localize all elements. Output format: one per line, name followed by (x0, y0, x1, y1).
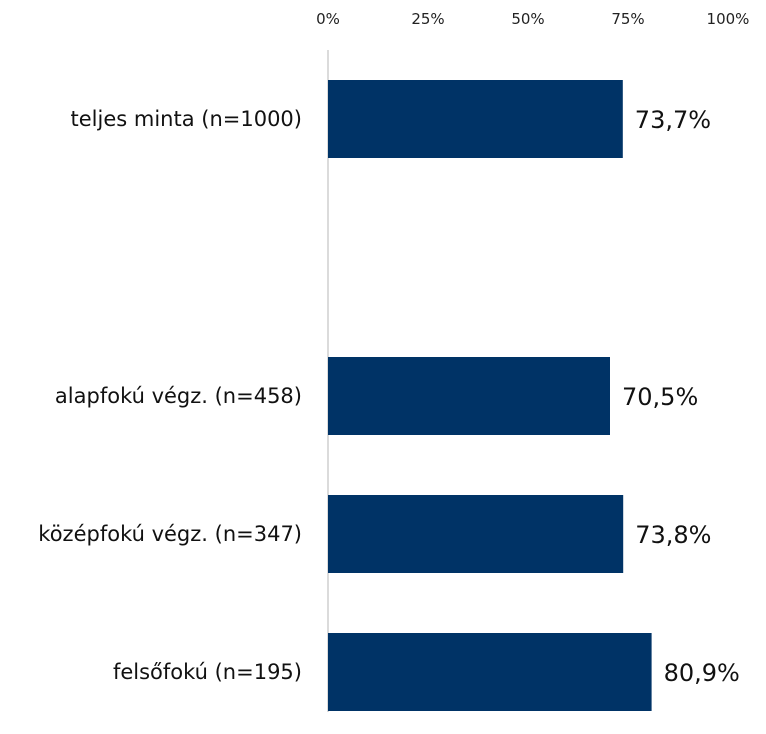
category-labels: teljes minta (n=1000) alapfokú végz. (n=4… (38, 107, 302, 684)
bar (328, 495, 624, 573)
category-label: alapfokú végz. (n=458) (55, 384, 302, 408)
x-tick-label: 100% (707, 10, 750, 28)
x-tick-label: 50% (511, 10, 544, 28)
bars (328, 80, 652, 711)
value-labels: 73,7% 70,5% 73,8% 80,9% (622, 106, 740, 687)
x-tick-label: 0% (316, 10, 340, 28)
x-axis-ticks: 0% 25% 50% 75% 100% (316, 10, 749, 28)
category-label: teljes minta (n=1000) (71, 107, 302, 131)
bar (328, 633, 652, 711)
bar (328, 357, 610, 435)
category-label: középfokú végz. (n=347) (38, 522, 302, 546)
x-tick-label: 25% (411, 10, 444, 28)
value-label: 73,8% (635, 521, 711, 549)
value-label: 73,7% (635, 106, 711, 134)
value-label: 80,9% (664, 659, 740, 687)
value-label: 70,5% (622, 383, 698, 411)
bar (328, 80, 623, 158)
category-label: felsőfokú (n=195) (113, 660, 302, 684)
x-tick-label: 75% (611, 10, 644, 28)
